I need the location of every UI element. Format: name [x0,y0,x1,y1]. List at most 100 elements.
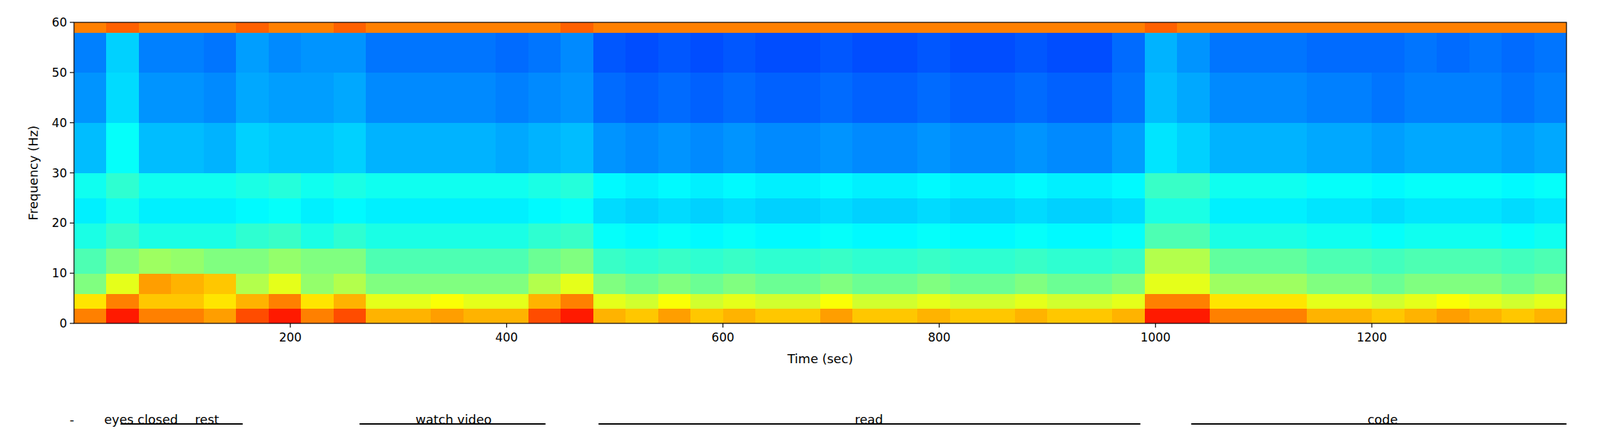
cell [1015,72,1048,123]
cell [658,72,692,123]
cell [106,247,139,274]
cell [528,247,562,274]
cell [1306,22,1340,33]
cell [365,72,399,123]
cell [1306,247,1340,274]
cell [885,173,918,199]
cell [495,272,529,294]
cell [1371,293,1405,309]
cell [1241,307,1275,324]
cell [1501,32,1535,73]
cell [528,272,562,294]
cell [73,247,107,274]
cell [1079,307,1113,324]
x-axis-label: Time (sec) [786,351,854,366]
x-tick-label: 1200 [1356,330,1387,345]
plot-frame [73,22,1567,324]
cell [788,197,821,224]
cell [1339,197,1373,224]
cell [658,197,692,224]
cell [73,222,107,249]
cell [300,173,334,199]
cell [1079,293,1113,309]
cell [171,307,204,324]
cell [723,173,757,199]
cell [333,173,367,199]
cell [1534,32,1567,73]
cell [1501,222,1535,249]
cell [300,307,334,324]
cell [982,222,1016,249]
cell [852,122,886,174]
cell [495,122,529,174]
cell [1371,22,1405,33]
cell [171,293,204,309]
cell [820,222,854,249]
cell [463,32,497,73]
cell [138,293,172,309]
cell [463,272,497,294]
cell [268,173,302,199]
cell [1404,173,1438,199]
cell [1209,222,1243,249]
cell [1144,307,1178,324]
cell [852,72,886,123]
cell [268,32,302,73]
cell [106,173,139,199]
cell [1112,307,1145,324]
cell [1371,222,1405,249]
y-tick-label: 0 [59,316,68,331]
cell [1112,173,1145,199]
cell [203,22,237,33]
cell [852,173,886,199]
cell [1339,22,1373,33]
cell [1079,72,1113,123]
cell [917,222,951,249]
cell [788,222,821,249]
cell [1079,272,1113,294]
cell [1306,197,1340,224]
cell [1404,197,1438,224]
cell [1534,293,1567,309]
cell [1534,122,1567,174]
cell [203,197,237,224]
cell [398,72,432,123]
cell [203,173,237,199]
cell [398,173,432,199]
cell [268,122,302,174]
cell [73,173,107,199]
cell [950,32,983,73]
cell [1339,122,1373,174]
cell [1176,72,1210,123]
cell [852,22,886,33]
cell [73,122,107,174]
cell [885,32,918,73]
cell [1501,197,1535,224]
cell [690,307,724,324]
cell [1274,22,1308,33]
cell [106,72,139,123]
cell [235,197,269,224]
cell [1469,72,1503,123]
cell [625,272,659,294]
cell [1144,247,1178,274]
cell [1176,173,1210,199]
y-tick-label: 40 [51,115,68,130]
y-tick [69,71,74,73]
cell [885,307,918,324]
cell [1306,293,1340,309]
cell [528,307,562,324]
cell [1339,173,1373,199]
cell [1015,247,1048,274]
cell [430,307,464,324]
y-axis-label: Frequency (Hz) [25,125,41,221]
x-tick [289,323,291,328]
cell [755,32,789,73]
cell [658,272,692,294]
cell [1501,173,1535,199]
cell [1436,272,1470,294]
y-tick-label: 30 [51,166,68,181]
cell [1047,32,1080,73]
cell [365,247,399,274]
cell [1534,247,1567,274]
